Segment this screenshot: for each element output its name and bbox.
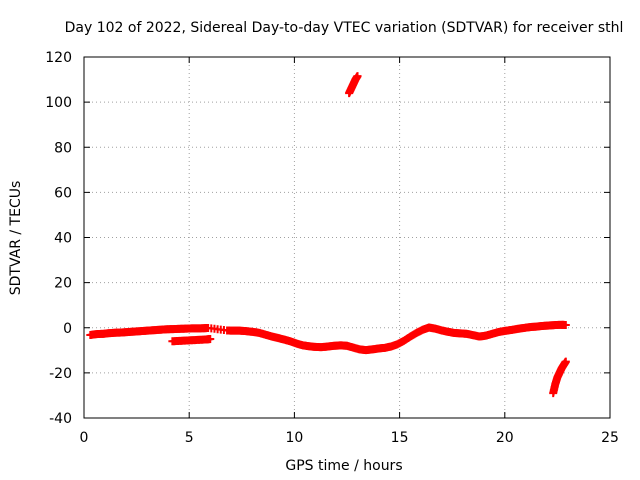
- y-axis-label: SDTVAR / TECUs: [8, 181, 24, 296]
- series-lower-branch: [168, 335, 215, 346]
- x-tick-label: 0: [80, 430, 89, 446]
- y-tick-label: 120: [45, 50, 72, 66]
- x-tick-label: 5: [185, 430, 194, 446]
- y-tick-label: 0: [63, 321, 72, 337]
- axis-tick-labels: 0 5 10 15 20 25 -40 -20 0 20 40 60 80 100 120: [45, 50, 619, 446]
- x-axis-label: GPS time / hours: [285, 458, 402, 474]
- data-point: [561, 321, 570, 330]
- y-tick-label: 80: [54, 140, 72, 156]
- series-upper-arc: [345, 72, 362, 98]
- data-points: [86, 72, 570, 398]
- x-tick-label: 10: [285, 430, 303, 446]
- plot-frame: [83, 56, 611, 419]
- chart-title: Day 102 of 2022, Sidereal Day-to-day VTE…: [65, 20, 624, 36]
- grid: [84, 57, 610, 418]
- series-late-drop: [549, 357, 570, 398]
- x-tick-label: 25: [601, 430, 619, 446]
- x-tick-label: 15: [391, 430, 409, 446]
- y-tick-label: -40: [49, 411, 72, 427]
- y-tick-label: 100: [45, 95, 72, 111]
- data-point: [561, 357, 570, 366]
- data-point: [353, 72, 362, 81]
- x-tick-label: 20: [496, 430, 514, 446]
- series-main: [86, 320, 570, 355]
- y-tick-label: 40: [54, 231, 72, 247]
- y-tick-label: 60: [54, 185, 72, 201]
- y-tick-label: 20: [54, 276, 72, 292]
- data-point: [206, 335, 215, 344]
- y-tick-label: -20: [49, 366, 72, 382]
